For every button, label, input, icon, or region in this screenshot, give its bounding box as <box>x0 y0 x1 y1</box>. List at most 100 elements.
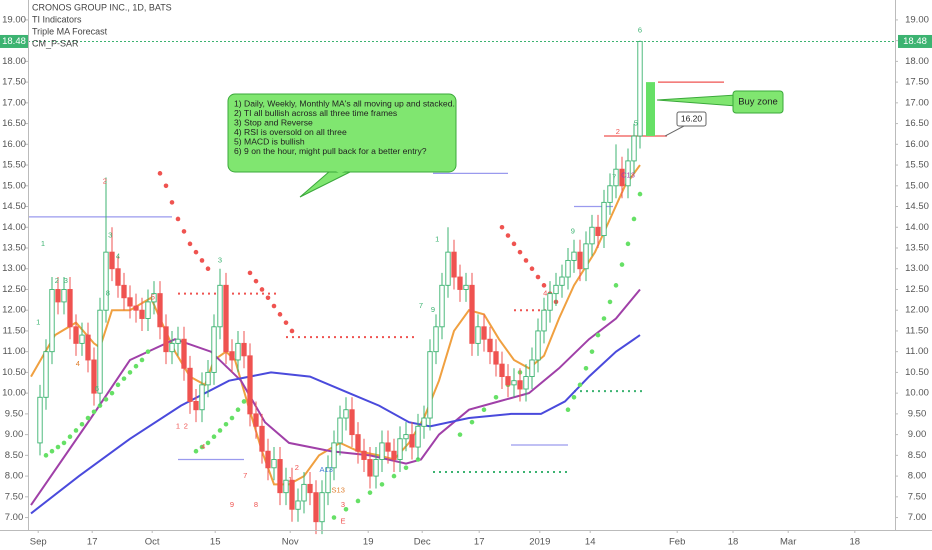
x-tick-label: 17 <box>474 537 485 548</box>
y-tick-label: 12.00 <box>2 305 26 316</box>
y-tick-label: 17.00 <box>905 97 929 108</box>
psar-dot <box>523 258 529 263</box>
y-tick-label: 15.50 <box>905 160 929 171</box>
psar-dot <box>73 428 79 433</box>
psar-dot <box>481 407 487 413</box>
psar-dots <box>43 171 643 520</box>
x-tick-label: Nov <box>282 537 299 548</box>
psar-dot <box>277 312 283 317</box>
x-tick-label: 2019 <box>529 537 550 548</box>
psar-dot <box>67 434 73 439</box>
psar-dot <box>529 266 535 272</box>
x-tick-label: Feb <box>669 537 685 548</box>
psar-dot <box>625 241 631 247</box>
candles <box>37 40 643 535</box>
psar-dot <box>145 349 151 354</box>
td-label: 8 <box>106 289 110 298</box>
td-label: 2 <box>55 276 59 285</box>
candle-body <box>415 425 421 448</box>
y-tick-label: 15.50 <box>2 160 26 171</box>
psar-dot <box>499 224 505 230</box>
psar-dot <box>217 428 223 433</box>
y-tick-label: 11.50 <box>2 325 25 336</box>
candle-body <box>637 41 643 137</box>
candle-body <box>445 251 451 286</box>
candle-body <box>127 297 133 307</box>
psar-dot <box>193 448 199 454</box>
candle-body <box>331 442 337 469</box>
psar-dot <box>175 216 181 222</box>
y-tick-label: 7.00 <box>908 512 927 523</box>
psar-dot <box>607 299 613 305</box>
psar-dot <box>205 266 211 272</box>
candle-body <box>151 293 157 303</box>
psar-dot <box>343 506 349 512</box>
tags: 18.48 18.48 16.20 <box>0 34 932 137</box>
y-tick-label: 13.00 <box>905 263 929 274</box>
psar-dot <box>139 357 145 363</box>
note-line: 5) MACD is bullish <box>234 136 305 146</box>
legend-title: CRONOS GROUP INC., 1D, BATS <box>32 2 172 12</box>
candle-body <box>397 438 403 460</box>
psar-dot <box>571 394 577 400</box>
candle-body <box>523 376 529 390</box>
psar-dot <box>505 233 511 238</box>
candle-body <box>577 251 583 270</box>
stop-tag-pointer <box>664 125 685 137</box>
candle-body <box>187 367 193 402</box>
y-tick-label: 13.00 <box>2 263 26 274</box>
td-label: 1 <box>435 235 439 244</box>
y-tick-label: 19.00 <box>2 14 26 25</box>
candle-body <box>553 284 559 295</box>
y-tick-label: 10.00 <box>905 388 929 399</box>
legend-item: CM_P-SAR <box>32 38 79 48</box>
psar-dot <box>127 370 133 375</box>
candle-body <box>313 492 319 523</box>
buy-zone-callout: Buy zone <box>656 90 784 114</box>
psar-dot <box>235 407 241 413</box>
candle-body <box>325 467 331 494</box>
psar-dot <box>271 303 277 309</box>
psar-dot <box>379 482 385 487</box>
candle-body <box>145 301 151 319</box>
candle-body <box>475 326 481 344</box>
y-tick-label: 8.00 <box>908 471 927 482</box>
candle-body <box>79 334 85 344</box>
psar-dot <box>589 349 595 354</box>
psar-dot <box>85 415 91 421</box>
td-label: 2 <box>103 177 107 186</box>
td-label: 9 <box>571 226 575 235</box>
candle-body <box>121 284 127 299</box>
psar-dot <box>223 421 229 427</box>
candle-body <box>499 363 505 378</box>
candle-body <box>109 251 115 270</box>
y-tick-label: 9.00 <box>5 429 24 440</box>
candle-body <box>517 380 523 390</box>
candle-body <box>37 396 43 444</box>
td-label: E <box>340 517 345 526</box>
buy-zone-text: Buy zone <box>738 97 778 108</box>
psar-dot <box>193 249 199 255</box>
candle-body <box>601 201 607 237</box>
td-label: 7 <box>612 172 616 181</box>
candle-body <box>511 380 517 386</box>
td-label: 1 <box>176 421 180 430</box>
td-label: 4 <box>76 359 80 368</box>
candle-body <box>85 334 91 361</box>
candle-body <box>223 284 229 353</box>
psar-dot <box>181 229 187 234</box>
y-tick-label: 17.50 <box>905 77 929 88</box>
psar-dot <box>391 473 397 479</box>
psar-dot <box>115 382 121 388</box>
psar-dot <box>367 490 373 495</box>
note-line: 1) Daily, Weekly, Monthly MA's all movin… <box>234 98 455 108</box>
y-tick-label: 7.50 <box>908 491 927 502</box>
psar-dot <box>535 274 541 280</box>
x-tick-label: Mar <box>780 537 796 548</box>
candle-body <box>55 289 61 303</box>
x-tick-label: 19 <box>363 537 374 548</box>
candle-body <box>61 289 67 303</box>
td-label: 5 <box>634 119 638 128</box>
y-tick-label: 8.00 <box>5 471 24 482</box>
candle-body <box>307 483 313 494</box>
